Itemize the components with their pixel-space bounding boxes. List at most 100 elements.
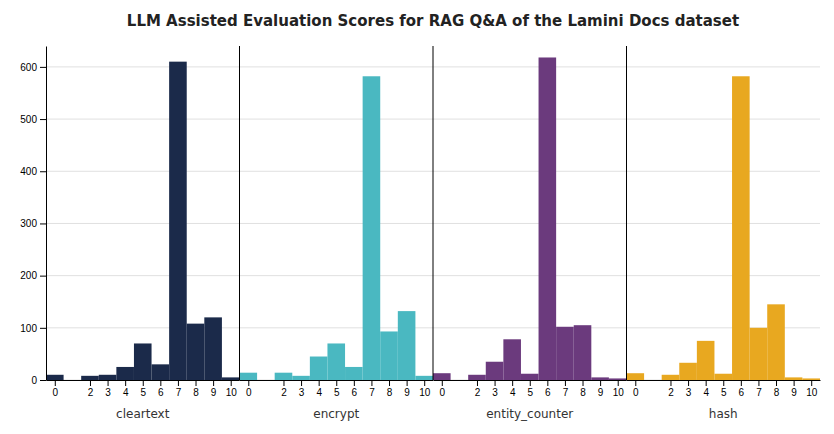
x-tick: 7: [176, 380, 182, 398]
x-tick: 9: [211, 380, 217, 398]
bar: [732, 76, 750, 380]
x-tick: 2: [668, 380, 674, 398]
bar: [574, 325, 592, 380]
x-tick: 7: [756, 380, 762, 398]
bar: [697, 341, 715, 380]
x-tick-label: 7: [176, 387, 182, 398]
y-tick-label: 400: [20, 166, 37, 177]
grid: [433, 67, 627, 380]
panel: 02345678910encrypt: [240, 46, 434, 421]
axis-label: encrypt: [313, 407, 359, 421]
x-tick-label: 3: [105, 387, 111, 398]
y-tick-mark: [40, 328, 46, 329]
grid-line: [433, 275, 627, 276]
y-tick: 600: [20, 62, 46, 73]
x-tick: 4: [123, 380, 129, 398]
bar: [486, 362, 504, 380]
x-tick-label: 7: [563, 387, 569, 398]
bar: [415, 376, 433, 380]
bar: [785, 377, 803, 380]
x-tick-label: 8: [774, 387, 780, 398]
x-tick-mark: [354, 380, 355, 386]
x-tick: 7: [369, 380, 375, 398]
x-tick-mark: [90, 380, 91, 386]
y-axis-line: [626, 46, 627, 380]
grid: [240, 67, 434, 380]
x-tick: 7: [563, 380, 569, 398]
grid-line: [433, 66, 627, 67]
x-tick-label: 2: [88, 387, 94, 398]
x-tick: 4: [703, 380, 709, 398]
x-tick: 0: [633, 380, 639, 398]
x-tick-label: 7: [369, 387, 375, 398]
grid-line: [240, 275, 434, 276]
bar: [99, 375, 117, 380]
x-tick-mark: [583, 380, 584, 386]
x-axis: 02345678910: [627, 380, 821, 398]
grid-line: [627, 223, 821, 224]
grid-line: [240, 171, 434, 172]
grid-line: [46, 119, 240, 120]
x-tick: 10: [613, 380, 625, 398]
bar: [556, 327, 574, 380]
x-tick-label: 6: [352, 387, 358, 398]
x-tick-label: 4: [316, 387, 322, 398]
x-tick: 6: [352, 380, 358, 398]
x-tick-label: 0: [633, 387, 639, 398]
grid-line: [627, 275, 821, 276]
grid-line: [46, 275, 240, 276]
x-tick-label: 2: [281, 387, 287, 398]
bar: [591, 377, 609, 380]
y-tick: 200: [20, 270, 46, 281]
x-tick-mark: [301, 380, 302, 386]
y-tick-label: 600: [20, 62, 37, 73]
grid-line: [627, 327, 821, 328]
bar: [627, 373, 645, 380]
grid-line: [46, 171, 240, 172]
bar: [169, 62, 187, 380]
x-tick: 4: [316, 380, 322, 398]
x-tick: 9: [791, 380, 797, 398]
x-tick-label: 4: [123, 387, 129, 398]
x-tick-mark: [125, 380, 126, 386]
x-tick-label: 6: [545, 387, 551, 398]
y-tick-label: 300: [20, 218, 37, 229]
x-tick-mark: [178, 380, 179, 386]
x-tick-mark: [55, 380, 56, 386]
axis-label: cleartext: [116, 407, 170, 421]
bar: [363, 76, 381, 380]
bar: [345, 367, 363, 380]
x-tick-label: 10: [419, 387, 431, 398]
y-tick: 400: [20, 166, 46, 177]
x-tick-mark: [758, 380, 759, 386]
x-tick-mark: [811, 380, 812, 386]
grid-line: [627, 66, 821, 67]
grid: [46, 67, 240, 380]
y-tick-mark: [40, 171, 46, 172]
x-tick-label: 5: [721, 387, 727, 398]
chart: 023456789100100200300400500600cleartextL…: [0, 0, 834, 434]
grid-line: [627, 119, 821, 120]
x-axis: 02345678910: [240, 380, 434, 398]
x-tick-label: 5: [334, 387, 340, 398]
x-tick: 10: [226, 380, 238, 398]
bar: [46, 375, 64, 380]
x-tick: 0: [440, 380, 446, 398]
x-tick: 6: [545, 380, 551, 398]
x-tick-mark: [688, 380, 689, 386]
x-tick-mark: [160, 380, 161, 386]
x-tick-mark: [319, 380, 320, 386]
x-tick: 3: [492, 380, 498, 398]
x-tick-mark: [248, 380, 249, 386]
grid-line: [240, 119, 434, 120]
axis-label: hash: [709, 407, 738, 421]
x-tick-label: 0: [246, 387, 252, 398]
bar: [81, 376, 99, 380]
x-tick-label: 10: [806, 387, 818, 398]
x-tick-label: 8: [580, 387, 586, 398]
x-tick-label: 5: [527, 387, 533, 398]
x-tick: 8: [387, 380, 393, 398]
x-axis: 02345678910: [434, 380, 628, 398]
x-tick-mark: [600, 380, 601, 386]
grid-line: [433, 223, 627, 224]
